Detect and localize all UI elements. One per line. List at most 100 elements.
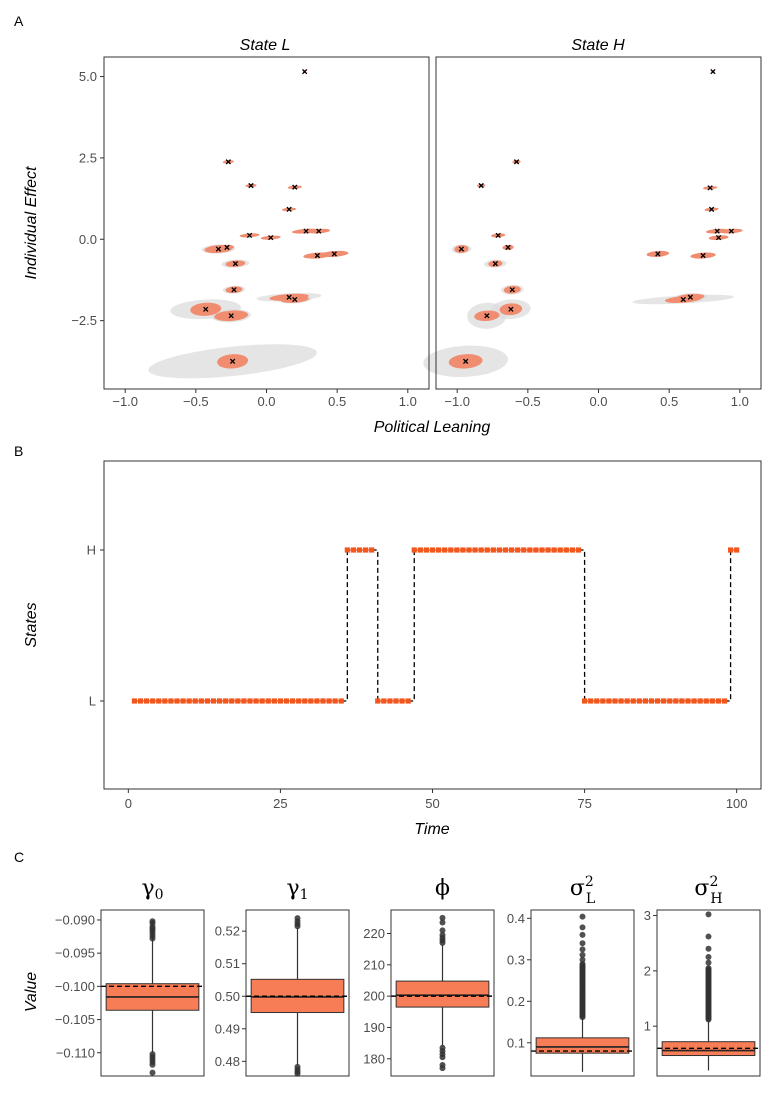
boxplot-border-sigmaH2 xyxy=(656,909,761,1077)
state-point-t57 xyxy=(472,547,478,553)
title-symbol-gamma0: γ xyxy=(141,876,154,901)
state-point-t54 xyxy=(454,547,460,553)
point-marker-l-14 xyxy=(231,287,237,293)
point-marker-h-7 xyxy=(728,228,734,234)
state-point-t74 xyxy=(575,547,582,553)
outlier-gamma1-7 xyxy=(294,1070,301,1077)
state-point-t16 xyxy=(223,698,229,704)
ytick-label-gamma0-1: −0.095 xyxy=(55,946,95,961)
state-point-t13 xyxy=(204,698,211,704)
ytick-label-sigmaL2-3: 0.1 xyxy=(507,1035,525,1050)
state-point-t88 xyxy=(661,698,667,704)
facet-state-h xyxy=(423,68,743,378)
point-marker-h-17 xyxy=(508,306,514,312)
point-marker-l-16 xyxy=(292,296,298,303)
state-point-t18 xyxy=(235,698,241,704)
state-point-t64 xyxy=(515,547,521,553)
state-point-t61 xyxy=(496,547,503,553)
ytick-label-sigmaH2-1: 2 xyxy=(644,963,651,978)
state-point-t67 xyxy=(533,547,539,553)
point-marker-l-0 xyxy=(301,68,308,75)
state-point-t77 xyxy=(594,698,600,704)
state-point-t55 xyxy=(460,547,466,553)
boxplot-gamma0: γ0 −0.090 −0.095 −0.100 −0.105 −0.110 xyxy=(55,876,205,1077)
state-point-t68 xyxy=(539,547,545,553)
a-xtick-label-l-2: 0.0 xyxy=(257,394,275,409)
boxplot-gamma1: γ1 0.52 0.51 0.50 0.49 0.48 xyxy=(215,876,350,1077)
state-point-t50 xyxy=(429,547,436,553)
a-xtick-label-l-0: −1.0 xyxy=(112,394,138,409)
outlier-phi-6 xyxy=(439,914,446,921)
b-xtick-label-1: 25 xyxy=(273,796,287,811)
state-point-t34 xyxy=(332,698,338,704)
state-point-t37 xyxy=(350,547,357,553)
state-point-t76 xyxy=(588,698,594,704)
panel-b-state-sequence: 0 25 50 75 100 L H Time States xyxy=(23,460,762,838)
b-ytick-label-l: L xyxy=(89,694,96,709)
point-marker-l-6 xyxy=(268,234,274,241)
boxplot-border-gamma1 xyxy=(245,909,350,1077)
panel-a-axes: −1.0 −0.5 0.0 0.5 1.0 −1.0 −0.5 0.0 0.5 1.0 −2.5 0.… xyxy=(71,69,749,409)
title-symbol-sigmaL2: σ xyxy=(570,876,585,901)
point-marker-l-19 xyxy=(229,358,236,364)
state-point-t21 xyxy=(253,698,259,704)
state-point-t92 xyxy=(685,698,691,704)
state-point-t6 xyxy=(162,698,168,704)
state-point-t48 xyxy=(417,547,423,553)
boxplot-border-sigmaL2 xyxy=(530,909,635,1077)
state-point-t71 xyxy=(557,547,563,553)
point-marker-h-18 xyxy=(484,313,490,319)
outlier-sigmaL2-2 xyxy=(579,946,586,953)
state-point-t81 xyxy=(618,698,624,704)
outlier-dense-sigmaL2-40 xyxy=(579,960,586,967)
boxplot-phi: ϕ 220 210 200 190 180 xyxy=(363,876,495,1077)
point-marker-h-2 xyxy=(478,182,484,189)
state-point-t36 xyxy=(344,547,350,553)
state-point-t10 xyxy=(186,698,192,704)
state-point-t8 xyxy=(174,698,180,704)
point-marker-h-16 xyxy=(687,294,694,300)
title-sup-sigmaL2: 2 xyxy=(585,874,594,890)
state-point-t86 xyxy=(648,698,655,704)
panel-letter-c: C xyxy=(14,849,24,865)
ytick-label-sigmaL2-1: 0.3 xyxy=(507,952,525,967)
title-sup-sigmaH2: 2 xyxy=(709,874,718,890)
state-point-t9 xyxy=(180,698,186,704)
ytick-label-sigmaL2-0: 0.4 xyxy=(507,911,525,926)
state-point-t4 xyxy=(150,698,156,704)
point-marker-l-8 xyxy=(316,228,322,234)
b-xtick-label-4: 100 xyxy=(726,796,748,811)
point-marker-h-0 xyxy=(710,68,716,75)
point-marker-h-5 xyxy=(495,232,501,239)
outlier-gamma1-3 xyxy=(294,915,301,922)
state-point-t47 xyxy=(411,547,417,553)
state-point-t69 xyxy=(545,547,551,553)
state-point-t12 xyxy=(198,698,204,704)
box-iqr-phi xyxy=(395,980,490,1008)
state-point-t65 xyxy=(521,547,527,553)
outlier-sigmaL2-1 xyxy=(579,951,586,958)
point-marker-h-12 xyxy=(700,252,706,259)
state-point-t89 xyxy=(667,698,673,704)
point-marker-l-9 xyxy=(224,244,230,251)
state-point-t46 xyxy=(405,698,411,704)
ytick-label-gamma0-4: −0.110 xyxy=(56,1045,95,1060)
ytick-label-phi-1: 210 xyxy=(363,957,385,972)
outlier-dense-sigmaH2-40 xyxy=(705,965,712,972)
state-point-t11 xyxy=(192,698,198,704)
point-marker-l-7 xyxy=(303,228,309,234)
ytick-label-gamma0-2: −0.100 xyxy=(55,979,95,994)
a-ytick-label-1: 0.0 xyxy=(79,232,97,247)
boxplot-facets: γ0−0.090−0.095−0.100−0.105−0.110γ10.520.… xyxy=(55,874,761,1077)
state-point-t85 xyxy=(642,698,649,704)
state-point-t15 xyxy=(216,698,223,704)
boxplot-title-phi: ϕ xyxy=(435,876,450,901)
point-marker-h-1 xyxy=(513,159,520,165)
boxplot-title-gamma0: γ0 xyxy=(141,876,163,903)
facet-title-state-l: State L xyxy=(240,37,291,54)
a-xtick-label-l-3: 0.5 xyxy=(328,394,346,409)
point-marker-h-13 xyxy=(492,261,499,267)
ytick-label-phi-4: 180 xyxy=(363,1051,385,1066)
point-marker-l-10 xyxy=(215,246,222,252)
